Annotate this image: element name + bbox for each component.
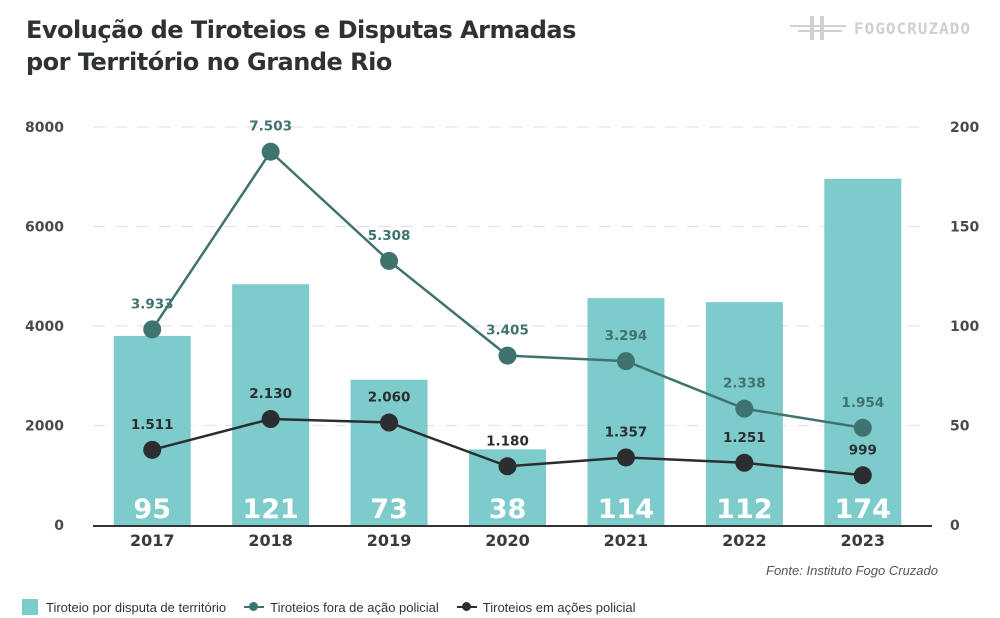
legend-label: Tiroteios em ações policial bbox=[482, 599, 636, 615]
bar-2017 bbox=[113, 335, 191, 525]
title-line-1: Evolução de Tiroteios e Disputas Armadas bbox=[26, 16, 576, 44]
legend-marker-em bbox=[456, 601, 477, 613]
left-axis-tick: 8000 bbox=[25, 120, 64, 136]
logo-text: FOGOCRUZADO bbox=[854, 18, 971, 38]
x-axis-tick: 2018 bbox=[248, 531, 293, 550]
bar-2021 bbox=[587, 298, 665, 525]
source-note: Fonte: Instituto Fogo Cruzado bbox=[766, 563, 938, 578]
legend: Tiroteio por disputa de território Tirot… bbox=[22, 599, 653, 615]
data-point bbox=[380, 413, 399, 432]
bar-label: 95 bbox=[133, 494, 171, 525]
legend-item-fora: Tiroteios fora de ação policial bbox=[244, 600, 439, 615]
x-axis-tick: 2017 bbox=[130, 531, 175, 550]
data-label: 3.294 bbox=[605, 328, 648, 344]
left-axis-tick: 6000 bbox=[25, 220, 64, 236]
legend-label: Tiroteio por disputa de território bbox=[46, 599, 227, 615]
x-axis-tick: 2023 bbox=[841, 531, 886, 550]
left-axis-tick: 4000 bbox=[25, 319, 64, 335]
bar-label: 114 bbox=[598, 494, 654, 525]
data-point bbox=[853, 466, 872, 485]
data-point bbox=[616, 448, 635, 467]
x-axis-tick: 2021 bbox=[604, 531, 649, 550]
data-label: 2.338 bbox=[723, 376, 766, 392]
title-line-2: por Território no Grande Rio bbox=[26, 48, 392, 76]
data-point bbox=[498, 346, 517, 365]
left-axis-tick: 0 bbox=[54, 518, 64, 534]
bar-label: 121 bbox=[242, 494, 298, 525]
data-point bbox=[498, 457, 517, 476]
fogo-cruzado-logo: FOGOCRUZADO bbox=[790, 16, 971, 40]
bar-label: 38 bbox=[489, 494, 527, 525]
data-label: 1.251 bbox=[723, 430, 766, 446]
bar-label: 112 bbox=[716, 494, 772, 525]
data-label: 1.511 bbox=[131, 417, 174, 433]
left-axis-tick: 2000 bbox=[25, 419, 64, 435]
data-point bbox=[616, 352, 635, 371]
data-point bbox=[853, 418, 872, 437]
bar-2018 bbox=[232, 284, 310, 525]
hash-crosshair-icon bbox=[790, 16, 846, 40]
right-axis-tick: 150 bbox=[950, 220, 979, 236]
data-label: 1.180 bbox=[486, 433, 529, 449]
legend-item-em: Tiroteios em ações policial bbox=[456, 599, 636, 615]
data-label: 3.933 bbox=[131, 296, 174, 312]
right-axis-tick: 200 bbox=[950, 120, 979, 136]
right-axis-tick: 0 bbox=[950, 518, 960, 534]
bar-2019 bbox=[350, 379, 428, 525]
legend-marker-fora bbox=[244, 601, 265, 613]
data-label: 2.130 bbox=[249, 386, 292, 402]
data-label: 3.405 bbox=[486, 323, 529, 339]
data-point bbox=[735, 453, 754, 472]
x-axis-tick: 2019 bbox=[367, 531, 412, 550]
x-axis-tick: 2020 bbox=[485, 531, 530, 550]
data-point bbox=[143, 320, 162, 339]
data-label: 1.954 bbox=[841, 395, 884, 411]
legend-item-bars: Tiroteio por disputa de território bbox=[22, 599, 226, 615]
data-label: 999 bbox=[849, 442, 877, 458]
right-axis-tick: 50 bbox=[950, 419, 970, 435]
data-point bbox=[735, 399, 754, 418]
data-label: 5.308 bbox=[368, 228, 411, 244]
data-label: 2.060 bbox=[368, 390, 411, 406]
data-point bbox=[143, 440, 162, 459]
legend-label: Tiroteios fora de ação policial bbox=[270, 599, 439, 615]
data-point bbox=[261, 142, 280, 161]
chart-title: Evolução de Tiroteios e Disputas Armadas… bbox=[26, 14, 576, 78]
data-point bbox=[261, 410, 280, 429]
x-axis-tick: 2022 bbox=[722, 531, 767, 550]
legend-swatch-bars bbox=[22, 599, 38, 615]
data-point bbox=[380, 251, 399, 270]
bar-label: 174 bbox=[835, 494, 891, 525]
data-label: 7.503 bbox=[249, 119, 292, 135]
bar-label: 73 bbox=[370, 494, 408, 525]
data-label: 1.357 bbox=[605, 424, 648, 440]
right-axis-tick: 100 bbox=[950, 319, 979, 335]
